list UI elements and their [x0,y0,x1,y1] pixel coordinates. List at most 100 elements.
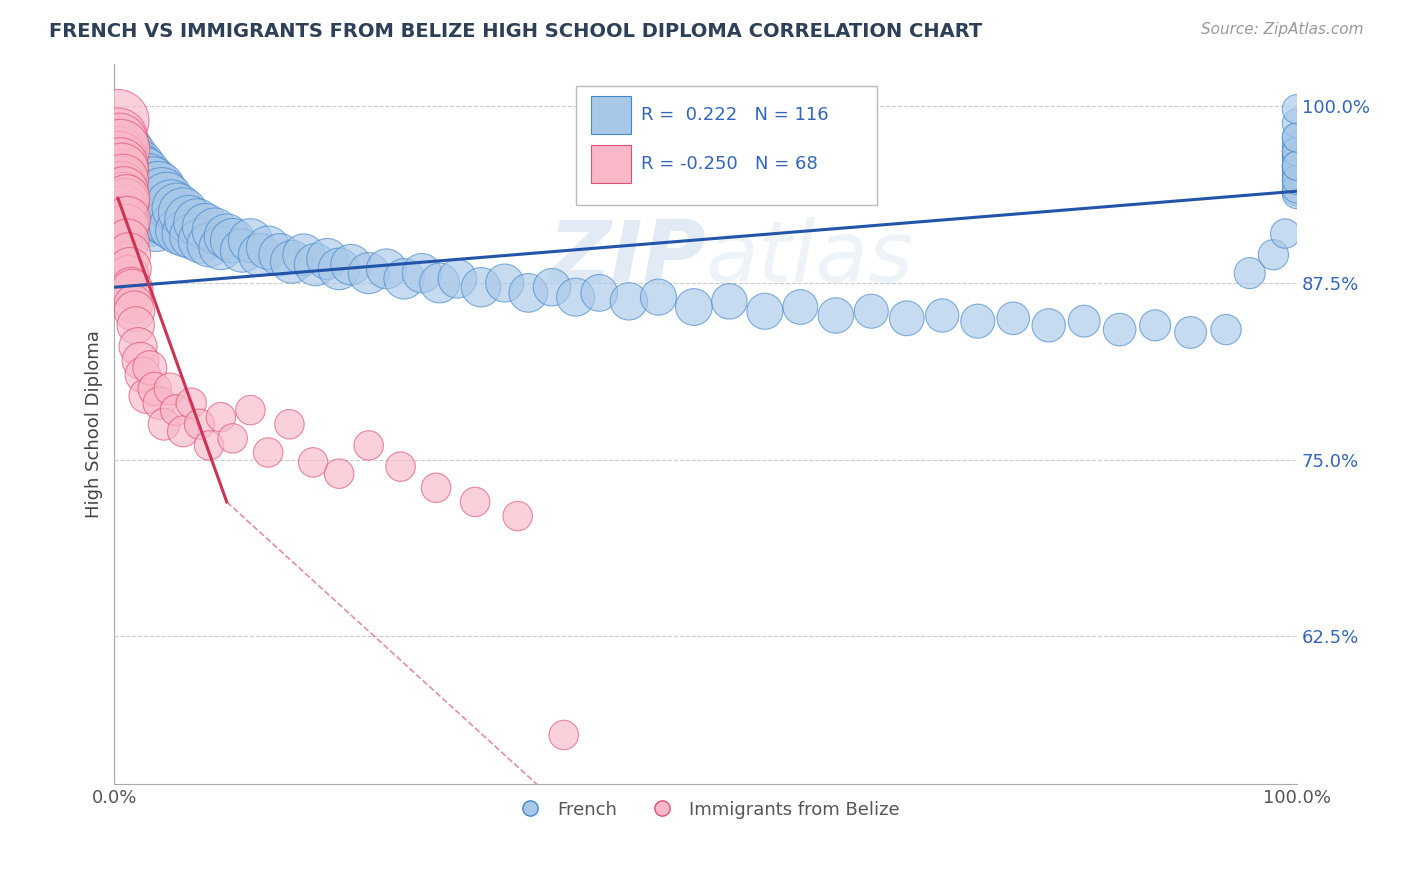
Point [249,248,271,262]
Point [1286,173,1309,187]
Point [1215,323,1237,337]
Point [155,191,177,205]
Point [181,229,204,244]
Point [115,191,138,205]
Point [148,396,170,410]
Point [110,159,132,173]
Point [108,135,131,149]
Point [145,219,167,234]
Point [257,445,280,459]
Point [111,173,134,187]
Point [132,205,155,219]
Point [107,147,129,161]
Point [1286,145,1309,159]
Point [1073,314,1095,328]
Point [120,280,142,294]
Point [177,212,200,227]
Point [115,177,138,191]
Point [392,272,415,286]
Point [1108,323,1130,337]
Point [139,215,162,229]
Point [143,382,166,396]
Point [1286,173,1309,187]
Point [111,207,134,221]
Point [1286,159,1309,173]
Point [541,280,564,294]
Point [204,224,226,238]
Point [647,290,669,304]
Point [169,224,191,238]
Point [122,186,145,201]
Point [127,184,149,198]
Point [117,268,139,283]
Point [1274,227,1296,241]
Point [107,181,129,195]
Point [683,300,706,314]
Point [107,198,129,212]
Point [118,163,141,178]
Point [110,163,132,178]
Point [132,368,155,382]
Point [150,186,173,201]
Point [1286,116,1309,130]
Point [162,219,184,234]
Point [146,181,169,195]
Point [553,728,575,742]
Point [718,294,741,309]
Text: Source: ZipAtlas.com: Source: ZipAtlas.com [1201,22,1364,37]
Point [131,186,153,201]
Point [446,272,468,286]
Point [110,227,132,241]
Point [389,459,412,474]
Point [754,304,776,318]
Point [1286,139,1309,153]
Point [174,227,197,241]
Point [172,425,194,439]
Point [1286,163,1309,178]
Point [108,152,131,166]
Point [188,417,211,432]
Point [328,261,350,276]
Point [143,201,166,215]
Point [139,360,162,375]
Point [122,297,145,311]
Point [966,314,988,328]
Point [157,215,180,229]
Point [1286,167,1309,181]
Point [564,290,586,304]
Point [107,113,129,128]
Point [304,258,326,272]
Point [153,212,176,227]
Point [186,215,208,229]
Point [1286,130,1309,145]
Point [134,191,156,205]
Text: atlas: atlas [706,217,914,300]
Point [209,410,232,425]
Point [1144,318,1167,333]
Point [281,255,304,269]
Point [411,266,433,280]
Point [108,186,131,200]
Point [269,248,291,262]
Point [117,248,139,262]
Point [107,215,129,229]
Point [121,169,143,184]
Point [328,467,350,481]
Point [506,509,529,524]
Point [125,318,148,333]
Text: ZIP: ZIP [548,217,706,300]
Point [107,130,129,145]
Point [494,276,516,290]
Point [1002,311,1025,326]
Point [110,210,132,224]
Point [1286,159,1309,173]
Point [357,266,380,280]
Point [239,403,262,417]
Point [110,176,132,190]
Point [110,142,132,156]
Point [172,205,194,219]
Point [124,304,146,318]
Point [1286,149,1309,163]
Text: R =  0.222   N = 116: R = 0.222 N = 116 [641,106,828,124]
Point [165,403,187,417]
